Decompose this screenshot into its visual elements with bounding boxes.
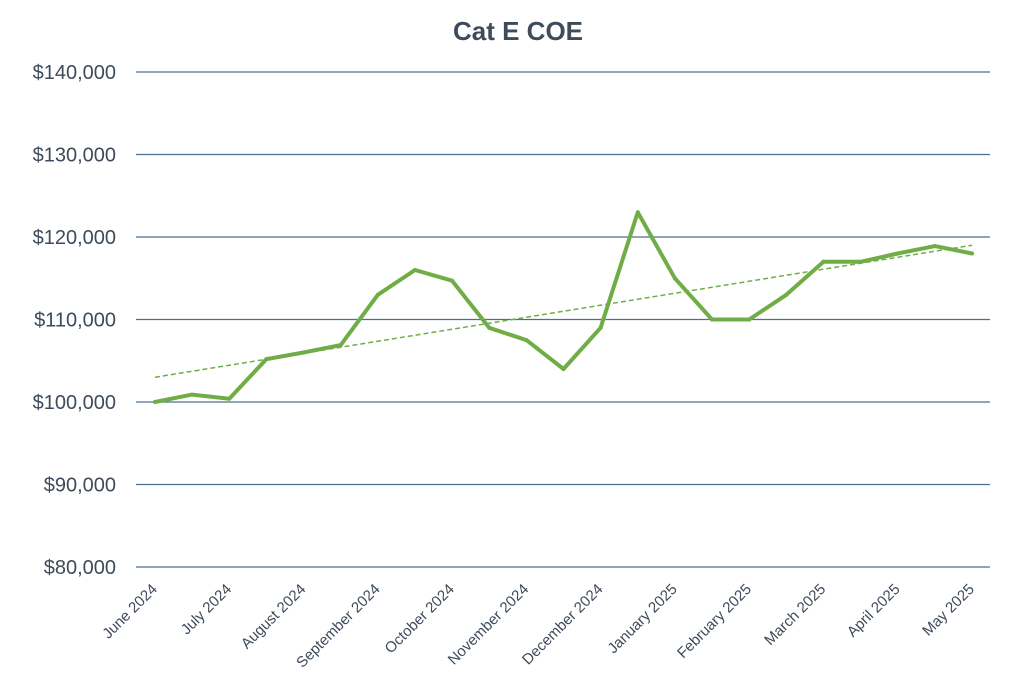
x-tick-label: June 2024 <box>99 581 161 643</box>
data-point <box>227 396 232 401</box>
x-tick-label: January 2025 <box>604 581 680 657</box>
chart-title: Cat E COE <box>453 16 583 46</box>
data-point <box>821 259 826 264</box>
data-point <box>524 338 529 343</box>
data-point <box>450 278 455 283</box>
data-point <box>301 350 306 355</box>
y-tick-label: $110,000 <box>34 310 116 332</box>
data-point <box>190 392 195 397</box>
data-point <box>895 251 900 256</box>
data-point <box>375 292 380 297</box>
data-point <box>487 325 492 330</box>
data-point <box>932 244 937 249</box>
y-tick-label: $130,000 <box>33 145 116 167</box>
data-point <box>338 343 343 348</box>
y-axis-ticks: $80,000 $90,000 $100,000 $110,000 $120,000 $1… <box>33 62 116 579</box>
data-point <box>264 357 269 362</box>
x-tick-label: April 2025 <box>844 581 904 641</box>
data-point <box>635 210 640 215</box>
y-tick-label: $80,000 <box>44 557 116 579</box>
series-layer <box>153 210 974 404</box>
data-point <box>412 268 417 272</box>
x-tick-label: July 2024 <box>178 581 235 638</box>
series-line <box>153 210 974 404</box>
y-tick-label: $100,000 <box>33 392 116 414</box>
data-point <box>672 276 677 281</box>
data-point <box>561 367 566 371</box>
x-tick-label: August 2024 <box>238 581 310 653</box>
gridlines <box>136 71 990 568</box>
y-tick-label: $90,000 <box>44 475 116 497</box>
x-tick-label: February 2025 <box>674 581 755 662</box>
data-point <box>153 400 157 404</box>
data-point <box>598 325 603 330</box>
data-point <box>784 292 789 297</box>
data-point <box>710 317 715 322</box>
x-tick-label: October 2024 <box>382 581 458 657</box>
data-point <box>858 259 863 264</box>
x-tick-label: May 2025 <box>919 581 978 640</box>
data-point <box>970 251 974 256</box>
x-tick-label: March 2025 <box>761 581 829 649</box>
x-tick-label: December 2024 <box>519 581 606 668</box>
data-point <box>747 317 752 322</box>
y-tick-label: $120,000 <box>33 227 116 249</box>
y-tick-label: $140,000 <box>33 62 116 84</box>
